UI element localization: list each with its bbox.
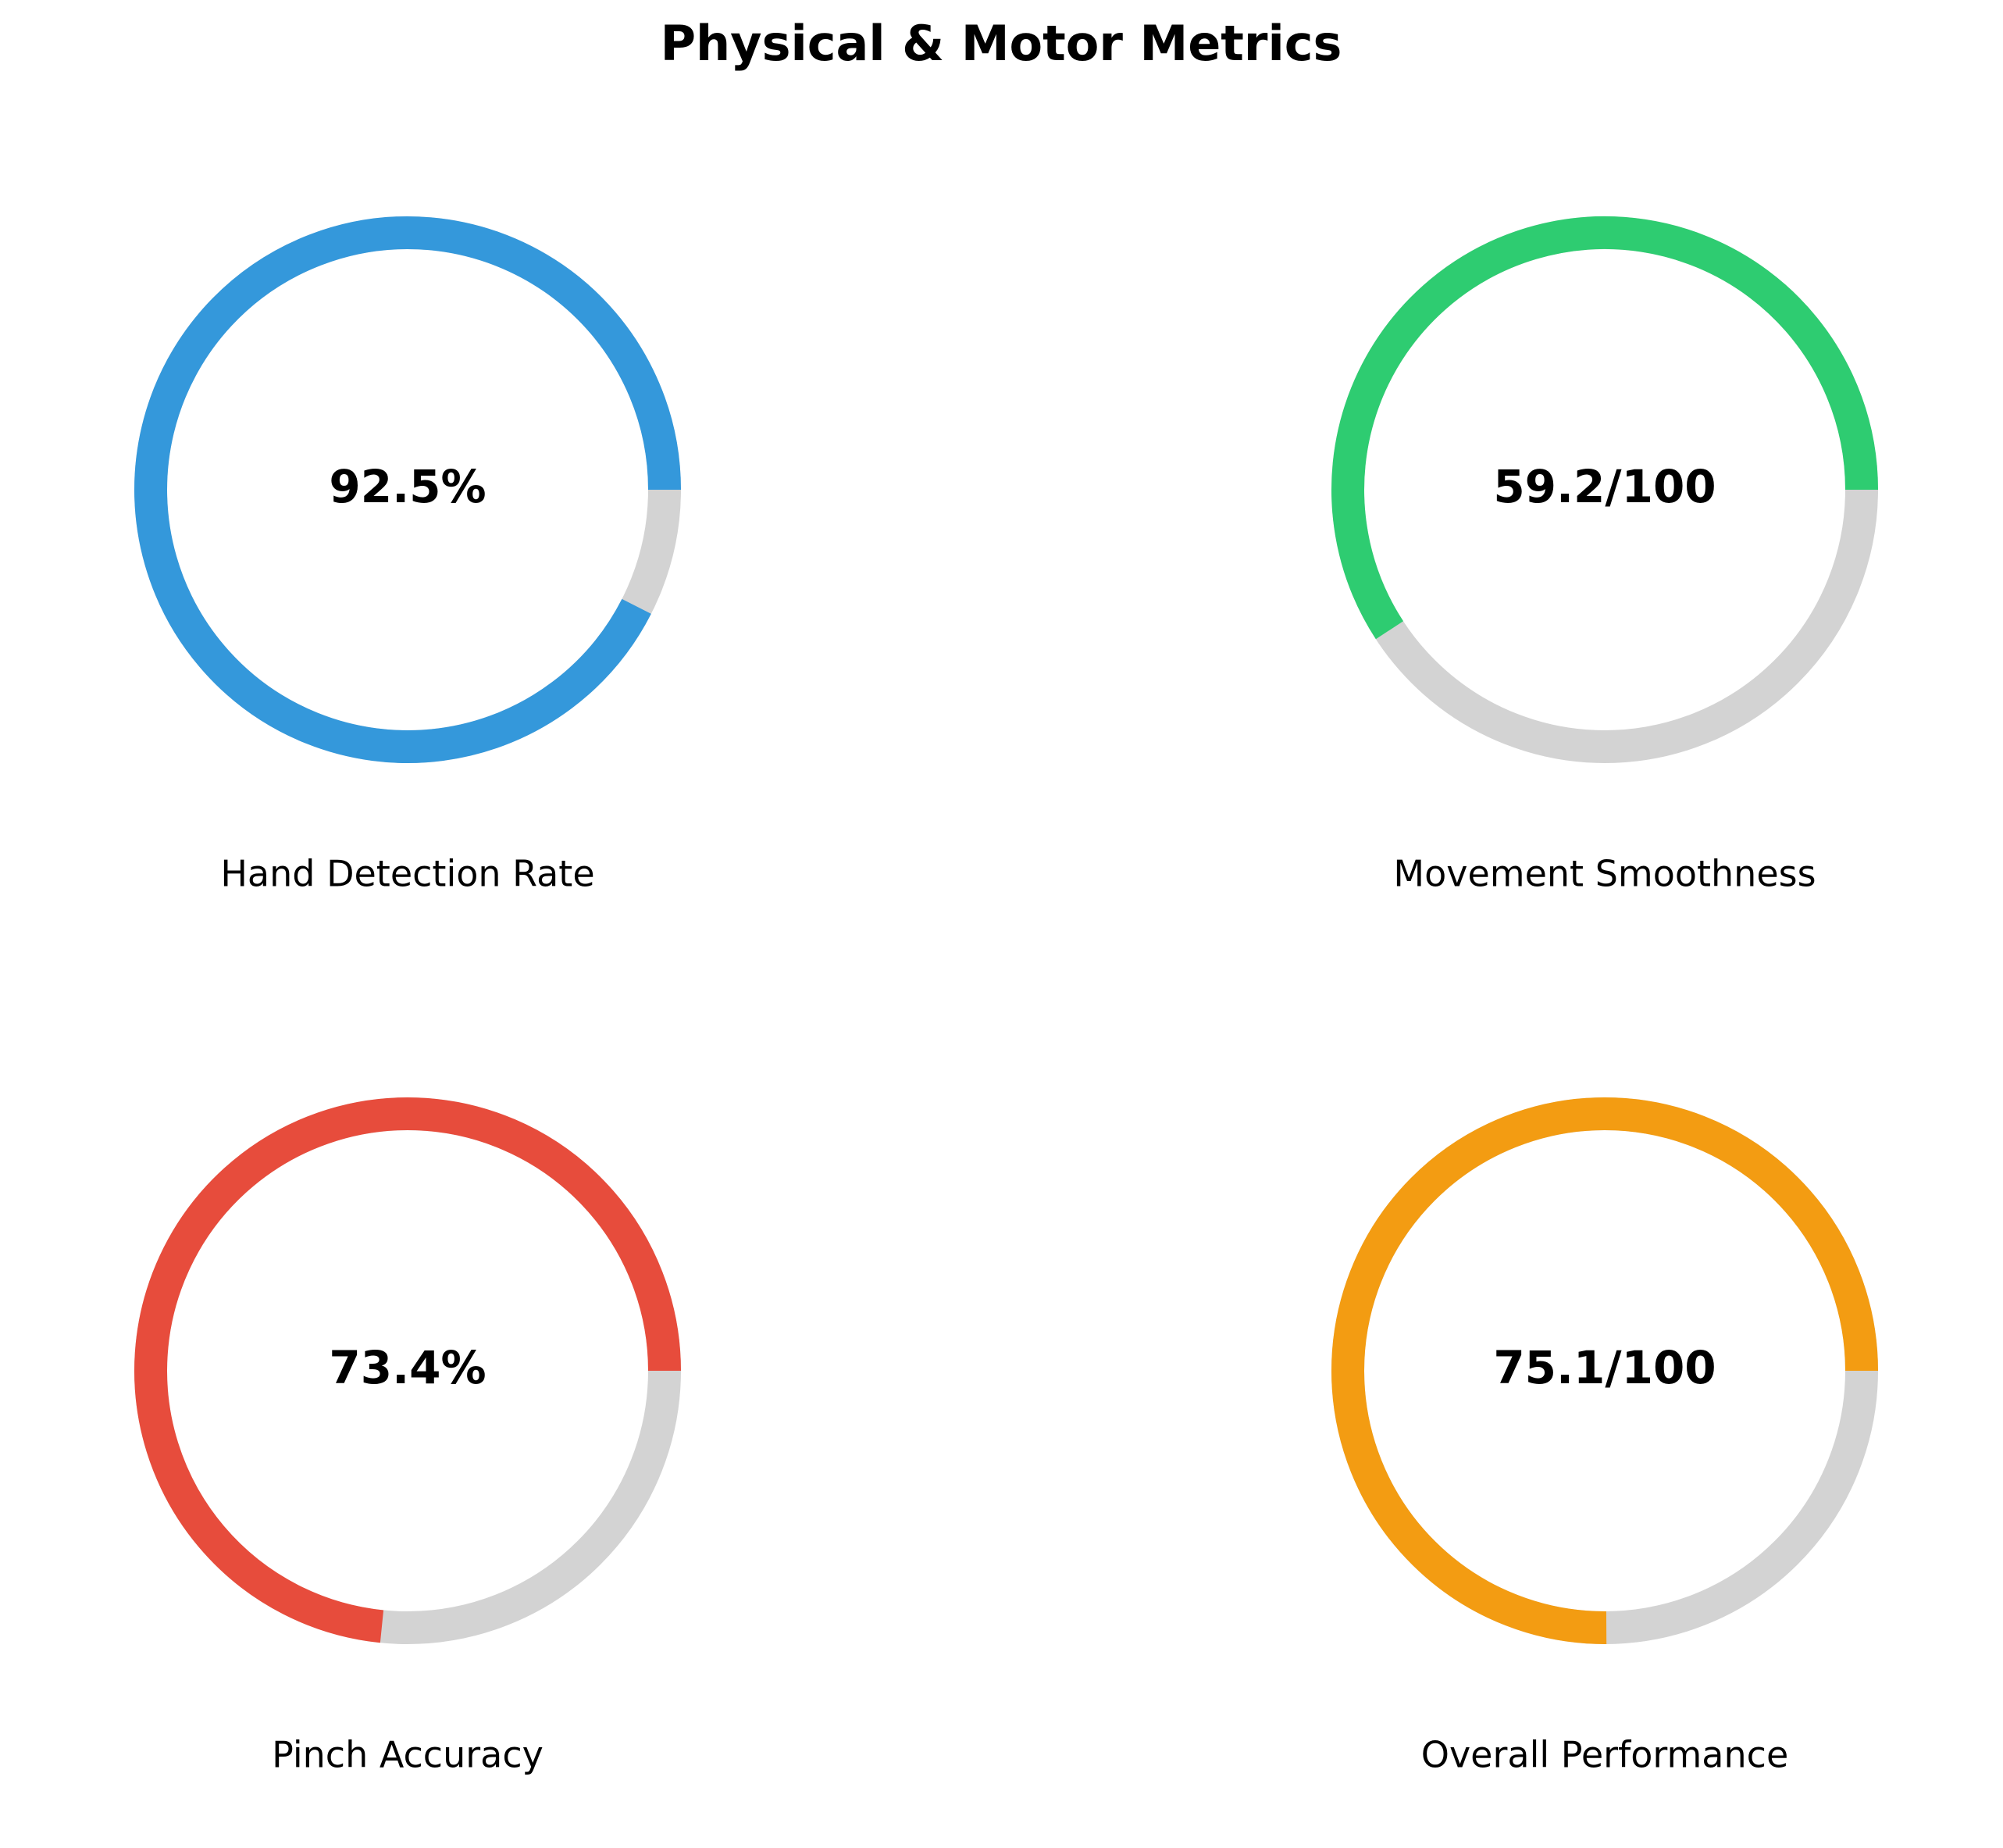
gauge-value-arc <box>134 216 681 763</box>
gauge-value-label: 92.5% <box>329 460 486 513</box>
gauge-movement-smoothness: 59.2/100 Movement Smoothness <box>1331 216 1878 895</box>
gauge-value-arc <box>1331 1097 1878 1644</box>
gauge-value-label: 75.1/100 <box>1493 1341 1716 1394</box>
gauge-value-arc <box>134 1097 681 1643</box>
gauge-name-label: Pinch Accuracy <box>272 1734 544 1776</box>
gauge-hand-detection-rate: 92.5% Hand Detection Rate <box>134 216 681 895</box>
gauge-overall-performance: 75.1/100 Overall Performance <box>1331 1097 1878 1776</box>
gauge-name-label: Movement Smoothness <box>1393 853 1816 895</box>
chart-title: Physical & Motor Metrics <box>661 15 1342 72</box>
gauge-value-arc <box>1331 216 1878 640</box>
gauge-name-label: Hand Detection Rate <box>220 853 594 895</box>
gauge-value-label: 73.4% <box>329 1341 486 1394</box>
gauges-layer: 92.5% Hand Detection Rate 59.2/100 Movement… <box>134 216 1878 1776</box>
gauge-value-label: 59.2/100 <box>1493 460 1716 513</box>
gauge-name-label: Overall Performance <box>1421 1734 1789 1776</box>
gauge-pinch-accuracy: 73.4% Pinch Accuracy <box>134 1097 681 1776</box>
